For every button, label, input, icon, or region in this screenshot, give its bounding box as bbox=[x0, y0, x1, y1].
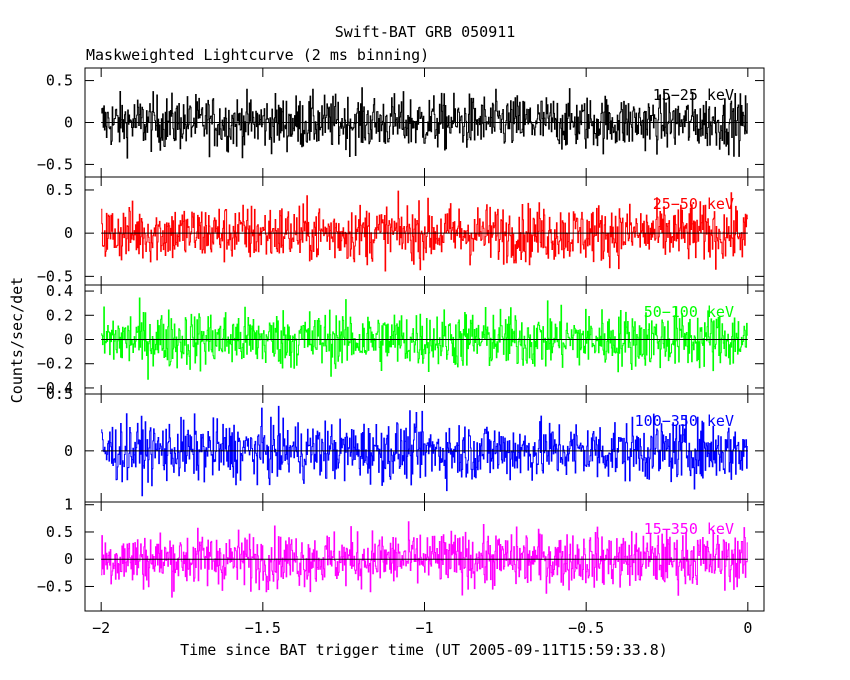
x-tick-label: 0 bbox=[743, 619, 752, 637]
y-tick-label: −0.5 bbox=[37, 267, 73, 285]
y-tick-label: −0.2 bbox=[37, 355, 73, 373]
band-label: 50−100 keV bbox=[644, 303, 734, 321]
y-tick-label: 0.5 bbox=[46, 523, 73, 541]
y-tick-label: 0 bbox=[64, 442, 73, 460]
y-tick-label: −0.5 bbox=[37, 577, 73, 595]
y-tick-label: 0.2 bbox=[46, 306, 73, 324]
x-tick-label: −2 bbox=[92, 619, 110, 637]
y-tick-label: 0 bbox=[64, 224, 73, 242]
panels-group: 15−25 keV−0.500.525−50 keV−0.500.550−100… bbox=[37, 67, 765, 612]
y-tick-label: 0.5 bbox=[46, 385, 73, 403]
chart-title: Swift-BAT GRB 050911 bbox=[335, 23, 516, 41]
panel-1: 15−25 keV −0.5 0 0.5 bbox=[37, 67, 765, 178]
chart-subtitle: Maskweighted Lightcurve (2 ms binning) bbox=[86, 46, 429, 64]
series-line bbox=[101, 190, 748, 272]
panel-5: 15−350 keV −0.5 0 0.5 1 bbox=[37, 496, 765, 612]
series-line bbox=[101, 521, 748, 598]
panel-3: 50−100 keV −0.4 −0.2 0 0.2 0.4 bbox=[37, 282, 765, 397]
x-axis-label: Time since BAT trigger time (UT 2005-09-… bbox=[180, 641, 668, 659]
y-tick-label: 0.4 bbox=[46, 282, 73, 300]
y-tick-label: 1 bbox=[64, 496, 73, 514]
y-tick-label: 0 bbox=[64, 550, 73, 568]
x-axis-ticks: −2 −1.5 −1 −0.5 0 bbox=[92, 619, 752, 637]
y-tick-label: 0 bbox=[64, 331, 73, 349]
series-line bbox=[101, 405, 748, 497]
panel-4: 100−350 keV 0 0.5 bbox=[46, 385, 765, 503]
band-label: 15−350 keV bbox=[644, 520, 734, 538]
y-tick-label: −0.4 bbox=[37, 379, 73, 397]
series-line bbox=[101, 87, 748, 159]
panel-2: 25−50 keV −0.5 0 0.5 bbox=[37, 176, 765, 286]
y-tick-label: 0 bbox=[64, 114, 73, 132]
x-tick-label: −1 bbox=[415, 619, 433, 637]
band-label: 100−350 keV bbox=[635, 412, 734, 430]
x-tick-label: −0.5 bbox=[568, 619, 604, 637]
y-axis-label: Counts/sec/det bbox=[8, 277, 26, 403]
y-tick-label: 0.5 bbox=[46, 181, 73, 199]
series-line bbox=[101, 297, 748, 380]
y-tick-label: −0.5 bbox=[37, 155, 73, 173]
y-tick-label: 0.5 bbox=[46, 72, 73, 90]
x-tick-label: −1.5 bbox=[245, 619, 281, 637]
band-label: 25−50 keV bbox=[653, 195, 734, 213]
band-label: 15−25 keV bbox=[653, 86, 734, 104]
